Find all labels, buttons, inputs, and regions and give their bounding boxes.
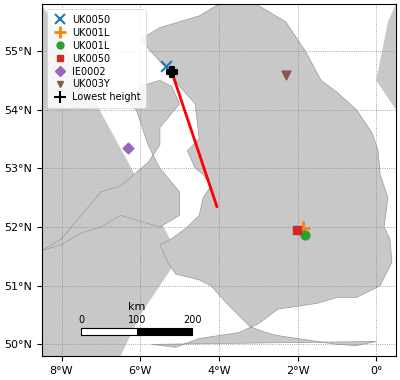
Legend: UK0050, UK001L, UK001L, UK0050, IE0002, UK003Y, Lowest height: UK0050, UK001L, UK001L, UK0050, IE0002, … <box>47 9 146 108</box>
Point <box>162 63 169 69</box>
Point <box>302 232 308 238</box>
Point <box>300 225 307 231</box>
Text: 0: 0 <box>78 315 84 325</box>
Point <box>282 71 289 78</box>
Polygon shape <box>140 0 392 347</box>
Text: 200: 200 <box>183 315 202 325</box>
Point <box>125 145 132 151</box>
Point <box>294 227 300 233</box>
Polygon shape <box>376 4 396 110</box>
Text: km: km <box>128 302 146 312</box>
Polygon shape <box>42 4 180 356</box>
Point <box>168 68 175 74</box>
Polygon shape <box>0 81 180 262</box>
Text: 100: 100 <box>128 315 146 325</box>
